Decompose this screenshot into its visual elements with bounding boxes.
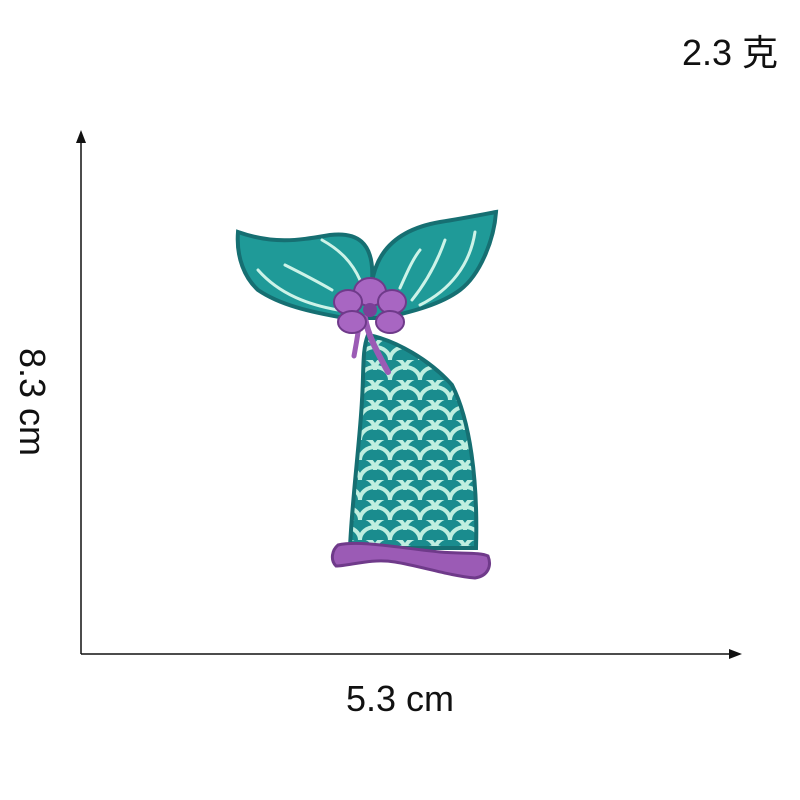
flower-icon — [333, 277, 407, 375]
weight-label: 2.3 克 — [681, 32, 778, 73]
horizontal-axis-arrow-icon — [729, 649, 742, 659]
tail-fin-shape — [235, 209, 499, 320]
vertical-axis-arrow-icon — [76, 130, 86, 143]
width-dimension-label: 5.3 cm — [345, 678, 455, 719]
tail-hem-band — [330, 541, 491, 580]
fin-rib-lines — [256, 230, 477, 312]
tail-body-outline — [347, 332, 479, 550]
